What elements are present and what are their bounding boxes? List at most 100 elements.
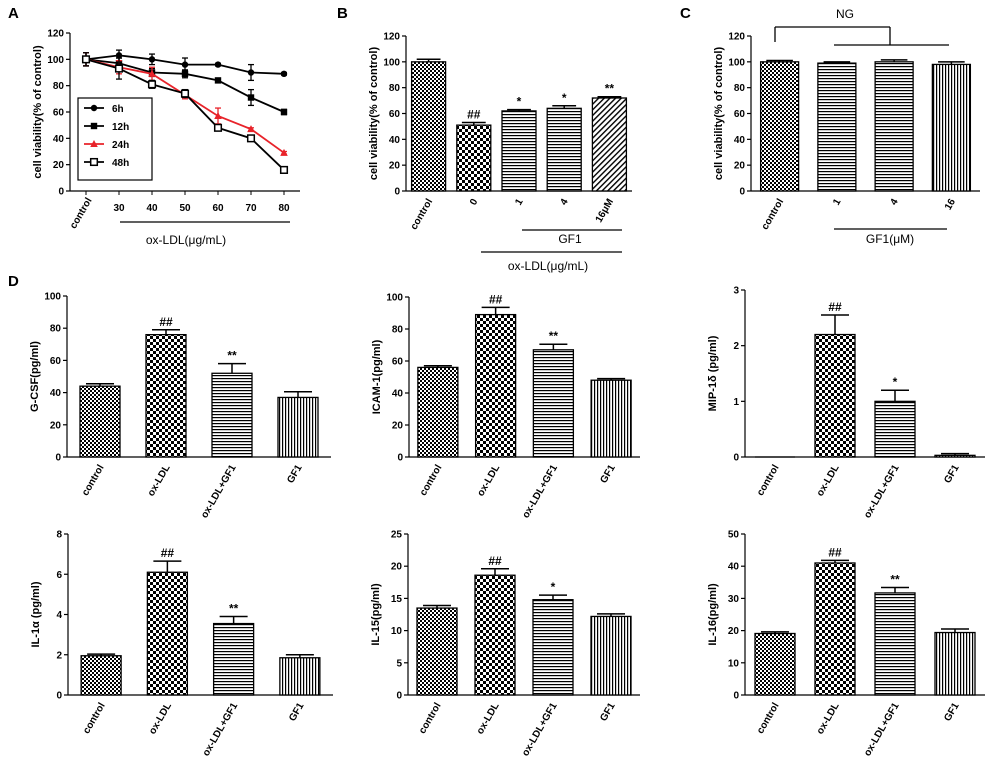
- bar-D5: [416, 607, 458, 696]
- data-point-12h: [214, 77, 222, 84]
- x-tick-label-C: 4: [888, 197, 901, 208]
- y-tick-label-A: 20: [53, 160, 65, 171]
- x-tick-label-D5: ox-LDL+GF1: [520, 701, 560, 759]
- y-tick-label-D6: 30: [728, 594, 740, 605]
- bar-D5: [474, 574, 516, 696]
- data-point-48h: [246, 134, 256, 143]
- bar-D1: [145, 333, 187, 458]
- y-tick-label-A: 80: [53, 81, 65, 92]
- x-tick-label-D2: ox-LDL: [475, 463, 502, 498]
- data-point-48h: [213, 123, 223, 132]
- bar-B: [501, 110, 537, 192]
- legend-marker-48h: [89, 157, 99, 167]
- significance-mark-D3: *: [893, 375, 898, 389]
- y-tick-label-C: 120: [728, 32, 745, 43]
- data-point-6h: [181, 61, 189, 68]
- bar-D2: [474, 313, 517, 458]
- x-tick-label-D1: ox-LDL+GF1: [199, 463, 239, 521]
- x-tick-label-D1: control: [80, 463, 107, 498]
- x-tick-label-A: 60: [212, 203, 224, 214]
- legend-marker-12h: [90, 122, 98, 130]
- y-tick-label-C: 60: [734, 109, 746, 120]
- x-tick-label-D2: ox-LDL+GF1: [521, 463, 561, 521]
- x-tick-label-D5: GF1: [598, 701, 617, 724]
- y-tick-label-C: 80: [734, 83, 746, 94]
- bar-C: [817, 62, 857, 192]
- data-point-48h: [81, 55, 91, 64]
- y-axis-label-C: cell viability(% of control): [713, 47, 725, 181]
- bar-D4: [212, 622, 255, 696]
- y-tick-label-D1: 20: [50, 420, 62, 431]
- y-tick-label-D5: 5: [396, 658, 402, 669]
- y-tick-label-D4: 0: [56, 691, 62, 702]
- bar-C: [759, 61, 800, 192]
- x-tick-label-A: 50: [179, 203, 191, 214]
- y-tick-label-B: 20: [389, 161, 401, 172]
- x-tick-label-D3: ox-LDL+GF1: [862, 463, 902, 521]
- y-tick-label-A: 120: [47, 29, 64, 40]
- significance-mark-B: *: [517, 95, 522, 109]
- y-tick-label-D5: 20: [391, 562, 403, 573]
- x-tick-label-A: 80: [278, 203, 290, 214]
- bar-D4: [146, 571, 189, 696]
- legend-label-48h: 48h: [112, 158, 129, 169]
- bar-D6: [934, 631, 976, 696]
- x-tick-label-A: 30: [113, 203, 125, 214]
- y-tick-label-D2: 40: [392, 389, 404, 400]
- legend-label-6h: 6h: [112, 104, 124, 115]
- data-point-6h: [214, 61, 222, 68]
- data-point-12h: [280, 108, 288, 116]
- bar-C: [931, 63, 972, 192]
- y-axis-label-D6: IL-16(pg/ml): [707, 583, 719, 646]
- y-tick-label-C: 100: [728, 57, 745, 68]
- y-tick-label-A: 0: [58, 187, 64, 198]
- y-tick-label-D2: 20: [392, 421, 404, 432]
- panel-letter-a: A: [8, 5, 19, 22]
- group-label-oxldl-B: ox-LDL(μg/mL): [508, 259, 588, 273]
- bar-D6: [754, 632, 796, 696]
- x-tick-label-A: control: [68, 196, 95, 231]
- y-axis-label-D2: ICAM-1(pg/ml): [371, 339, 383, 414]
- x-tick-label-B: control: [409, 197, 436, 232]
- data-point-24h: [148, 69, 156, 77]
- bar-D5: [590, 615, 632, 696]
- significance-mark-D5: *: [551, 580, 556, 594]
- x-tick-label-D6: ox-LDL+GF1: [862, 701, 902, 759]
- data-point-48h: [279, 165, 289, 174]
- y-tick-label-C: 20: [734, 161, 746, 172]
- y-tick-label-D6: 20: [728, 626, 740, 637]
- x-tick-label-D2: control: [418, 463, 445, 498]
- data-point-24h: [214, 111, 222, 119]
- y-tick-label-D6: 10: [728, 658, 740, 669]
- x-tick-label-D1: ox-LDL: [146, 463, 173, 498]
- y-tick-label-D4: 4: [56, 610, 62, 621]
- x-tick-label-B: 16μM: [594, 197, 616, 225]
- significance-mark-D6: ##: [828, 545, 842, 559]
- x-tick-label-D3: ox-LDL: [815, 463, 842, 498]
- x-tick-label-D3: control: [755, 463, 782, 498]
- significance-mark-D1: **: [227, 349, 237, 363]
- bar-D5: [532, 599, 574, 696]
- y-tick-label-D4: 6: [56, 570, 62, 581]
- x-tick-label-B: 0: [468, 197, 481, 208]
- significance-mark-B: ##: [467, 108, 481, 122]
- group-label-gf1-B: GF1: [558, 232, 582, 246]
- data-point-12h: [181, 70, 189, 78]
- y-tick-label-D5: 15: [391, 594, 403, 605]
- y-tick-label-A: 100: [47, 55, 64, 66]
- bar-D1: [211, 372, 253, 458]
- y-tick-label-D2: 80: [392, 325, 404, 336]
- y-axis-label-D4: IL-1α (pg/ml): [30, 581, 42, 647]
- y-tick-label-D1: 100: [44, 292, 61, 303]
- data-point-24h: [280, 148, 288, 156]
- y-tick-label-D1: 0: [55, 453, 61, 464]
- y-tick-label-B: 120: [383, 32, 400, 43]
- y-axis-label-D5: IL-15(pg/ml): [370, 583, 382, 646]
- bar-D3: [874, 400, 916, 458]
- y-tick-label-C: 40: [734, 135, 746, 146]
- legend-box-A: [77, 97, 153, 181]
- x-tick-label-A: 40: [146, 203, 158, 214]
- panel-letter-c: C: [680, 5, 691, 22]
- bar-D2: [532, 349, 575, 458]
- x-tick-label-C: 16: [943, 197, 958, 213]
